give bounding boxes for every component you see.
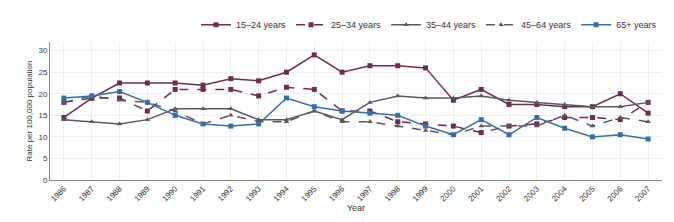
svg-text:45–64 years: 45–64 years xyxy=(521,20,571,30)
svg-text:1998: 1998 xyxy=(383,184,402,203)
svg-text:2007: 2007 xyxy=(633,184,652,203)
svg-text:1995: 1995 xyxy=(300,184,319,203)
svg-text:2000: 2000 xyxy=(439,184,458,203)
svg-text:2004: 2004 xyxy=(550,184,569,203)
svg-text:15: 15 xyxy=(38,111,47,120)
svg-text:Rate per 100,000 population: Rate per 100,000 population xyxy=(25,61,34,162)
svg-text:2006: 2006 xyxy=(606,184,625,203)
svg-text:2003: 2003 xyxy=(522,184,541,203)
svg-text:1994: 1994 xyxy=(272,184,291,203)
svg-text:1991: 1991 xyxy=(188,184,207,203)
svg-text:0: 0 xyxy=(43,176,48,185)
svg-text:1999: 1999 xyxy=(411,184,430,203)
svg-text:1990: 1990 xyxy=(160,184,179,203)
svg-text:10: 10 xyxy=(38,133,47,142)
svg-text:1992: 1992 xyxy=(216,184,235,203)
svg-text:20: 20 xyxy=(38,90,47,99)
svg-text:1989: 1989 xyxy=(133,184,152,203)
svg-text:1993: 1993 xyxy=(244,184,263,203)
svg-text:Year: Year xyxy=(347,203,365,213)
svg-text:1988: 1988 xyxy=(105,184,124,203)
svg-text:2005: 2005 xyxy=(578,184,597,203)
svg-text:1997: 1997 xyxy=(355,184,374,203)
svg-text:25: 25 xyxy=(38,68,47,77)
svg-text:30: 30 xyxy=(38,46,47,55)
svg-text:15–24 years: 15–24 years xyxy=(236,20,286,30)
svg-text:1986: 1986 xyxy=(49,184,68,203)
svg-text:25–34 years: 25–34 years xyxy=(331,20,381,30)
svg-text:2002: 2002 xyxy=(494,184,513,203)
svg-text:65+ years: 65+ years xyxy=(616,20,656,30)
svg-text:2001: 2001 xyxy=(466,184,485,203)
svg-text:1987: 1987 xyxy=(77,184,96,203)
svg-text:5: 5 xyxy=(43,154,48,163)
svg-text:35–44 years: 35–44 years xyxy=(426,20,476,30)
svg-text:1996: 1996 xyxy=(327,184,346,203)
